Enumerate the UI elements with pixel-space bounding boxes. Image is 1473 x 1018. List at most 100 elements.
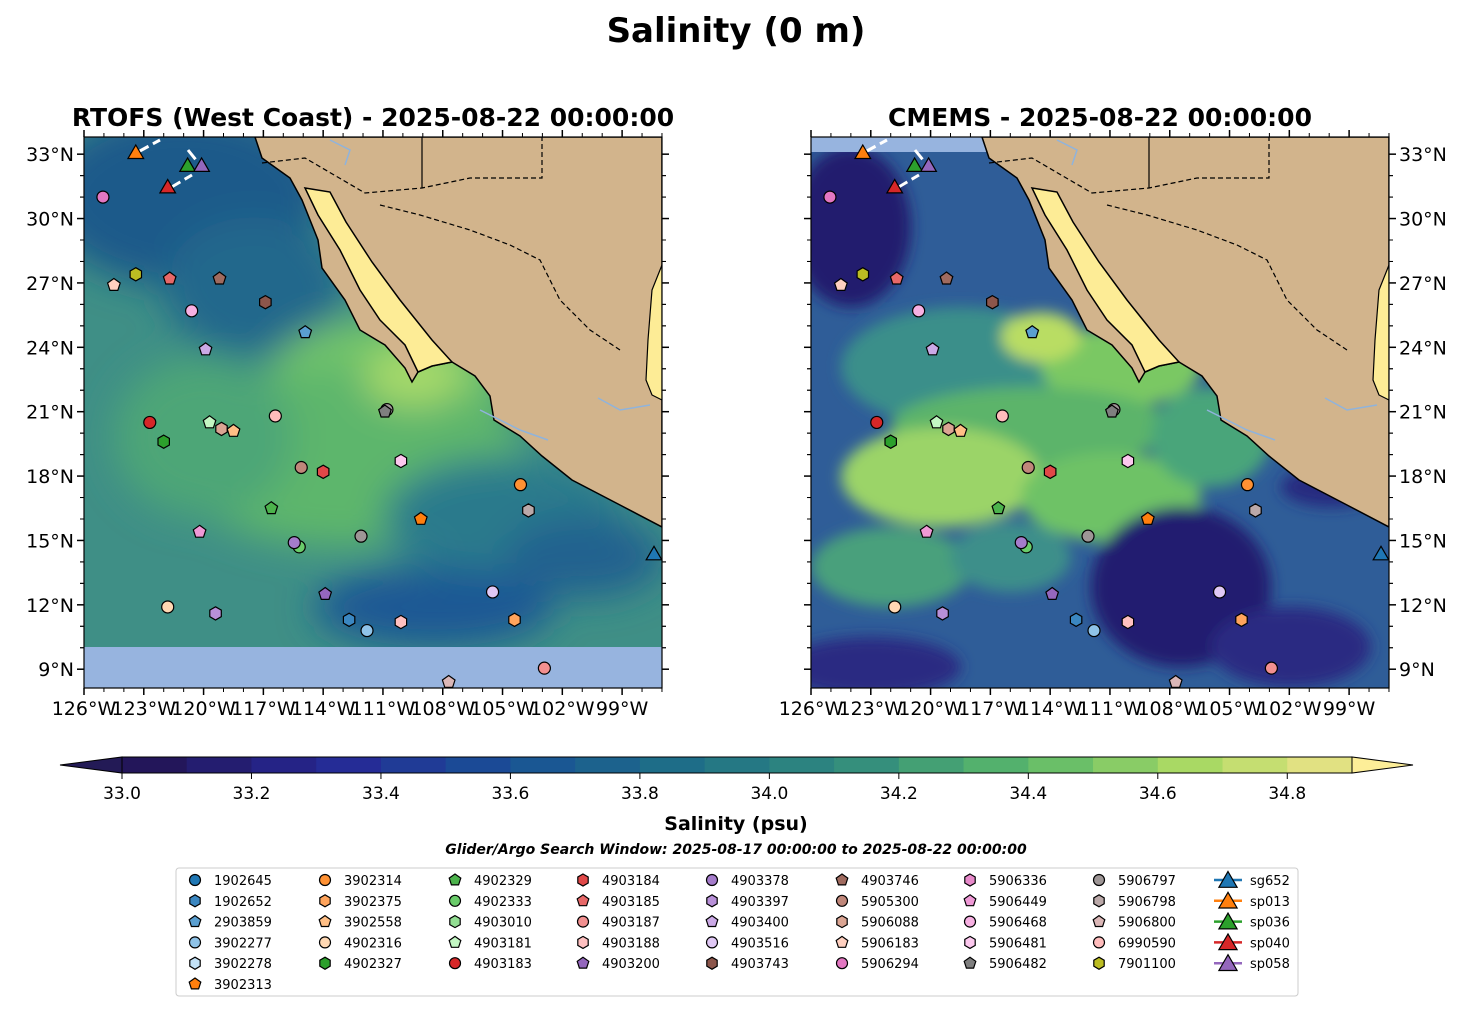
colorbar-tick-label: 34.0 — [750, 784, 788, 804]
legend-label: 4902316 — [344, 936, 402, 951]
legend-marker-icon — [1092, 936, 1106, 949]
rtofs-map-panel: 126°W123°W120°W117°W114°W111°W108°W105°W… — [26, 130, 669, 720]
marker-5906797 — [354, 529, 368, 543]
lon-tick-label: 120°W — [898, 698, 963, 720]
lon-tick-label: 123°W — [839, 698, 904, 720]
river — [479, 409, 549, 441]
marker-6990590 — [268, 409, 282, 423]
colorbar-tick-label: 33.6 — [491, 784, 529, 804]
legend-item-5905300: 5905300 — [835, 894, 919, 910]
marker-5906482 — [1104, 404, 1119, 418]
lat-tick-label: 18°N — [26, 466, 74, 488]
marker-4902316 — [888, 600, 902, 614]
lat-tick-label: 30°N — [1399, 209, 1447, 231]
marker-5906449 — [192, 524, 207, 538]
marker-3902314 — [513, 478, 528, 492]
legend-marker-icon — [576, 894, 590, 907]
colorbar-tick-label: 34.4 — [1009, 784, 1047, 804]
legend-marker-icon — [319, 894, 331, 908]
marker-4903183 — [870, 415, 884, 430]
lat-tick-label: 33°N — [1399, 144, 1447, 166]
legend-label: 4902333 — [474, 895, 532, 910]
marker-5906482 — [377, 404, 392, 418]
legend-label: 5906797 — [1118, 874, 1176, 889]
legend-label: sp036 — [1250, 916, 1290, 931]
legend-marker-icon — [318, 914, 332, 928]
lat-tick-label: 12°N — [1399, 595, 1447, 617]
legend-label: 6990590 — [1118, 936, 1176, 951]
legend-label: 4903181 — [474, 936, 532, 951]
legend-label: 4903400 — [731, 916, 789, 931]
legend-marker-icon — [318, 936, 332, 949]
marker-4903200 — [1045, 586, 1060, 600]
marker-3902375 — [1235, 612, 1248, 628]
colorbar-tick-label: 34.2 — [880, 784, 918, 804]
colorbar-tick-label: 34.6 — [1139, 784, 1177, 804]
left-panel-title: RTOFS (West Coast) - 2025-08-22 00:00:00 — [72, 103, 674, 132]
legend-label: 4903397 — [731, 895, 789, 910]
lat-tick-label: 24°N — [1399, 337, 1447, 359]
figure-title: Salinity (0 m) — [607, 11, 866, 51]
marker-5906088 — [942, 421, 955, 437]
lat-tick-label: 9°N — [1399, 659, 1435, 681]
legend-label: 1902652 — [214, 895, 272, 910]
legend-marker-icon — [188, 873, 202, 887]
nodata-strip — [811, 137, 986, 152]
legend-label: sp058 — [1250, 957, 1290, 972]
marker-4902327 — [157, 434, 171, 449]
marker-4903516 — [1212, 585, 1227, 599]
marker-sp036 — [178, 156, 197, 173]
legend-label: 4902327 — [344, 957, 402, 972]
legend-item-4903187: 4903187 — [576, 915, 660, 931]
colorbar-extend-low — [59, 756, 123, 774]
legend-item-4903200: 4903200 — [576, 956, 660, 972]
lat-tick-label: 24°N — [26, 337, 74, 359]
gulf-of-california — [303, 187, 454, 373]
marker-5906800 — [1168, 674, 1183, 689]
legend-marker-icon — [448, 935, 462, 948]
marker-5905300 — [1021, 460, 1035, 475]
legend-label: 2903859 — [214, 916, 272, 931]
marker-4903378 — [1014, 535, 1028, 550]
legend-label: 5905300 — [861, 895, 919, 910]
legend-marker-icon — [1092, 873, 1106, 887]
legend-item-3902558: 3902558 — [318, 914, 402, 931]
legend-label: 5906800 — [1118, 916, 1176, 931]
legend-label: 4903183 — [474, 957, 532, 972]
marker-sp013 — [853, 143, 872, 160]
state-border — [1106, 204, 1348, 351]
marker-sp036 — [905, 156, 924, 173]
legend-marker-icon — [1092, 914, 1106, 928]
gulf-of-california — [1030, 187, 1181, 373]
legend-marker-icon — [577, 935, 589, 950]
legend-label: 5906482 — [989, 957, 1047, 972]
marker-5905300 — [294, 460, 308, 475]
marker-4903516 — [485, 585, 500, 599]
legend-label: 7901100 — [1118, 957, 1176, 972]
colorbar-frame — [121, 756, 1353, 774]
lon-tick-label: 108°W — [410, 698, 475, 720]
colorbar-extend-high — [1351, 756, 1414, 774]
glider-track-sp058 — [913, 149, 929, 166]
legend-item-sp013: sp013 — [1214, 891, 1290, 910]
lat-tick-label: 21°N — [1399, 402, 1447, 424]
marker-5906294 — [96, 190, 110, 204]
marker-5906800 — [441, 674, 456, 689]
legend-marker-icon — [449, 914, 461, 929]
colorbar-bin — [898, 757, 965, 773]
marker-sp058 — [919, 156, 938, 173]
marker-3902313 — [413, 511, 428, 525]
legend-item-3902277: 3902277 — [188, 936, 272, 951]
colorbar-bin — [122, 757, 188, 773]
legend-item-sp058: sp058 — [1214, 953, 1290, 972]
legend-label: 4903184 — [602, 874, 660, 889]
marker-2903859 — [1025, 324, 1040, 339]
legend-item-4903183: 4903183 — [448, 957, 532, 972]
colorbar-bin — [251, 757, 317, 773]
lat-tick-label: 12°N — [26, 595, 74, 617]
legend-marker-icon — [1217, 870, 1239, 888]
marker-4903746 — [939, 271, 954, 285]
lat-tick-label: 18°N — [1399, 466, 1447, 488]
legend-marker-icon — [1217, 932, 1239, 951]
